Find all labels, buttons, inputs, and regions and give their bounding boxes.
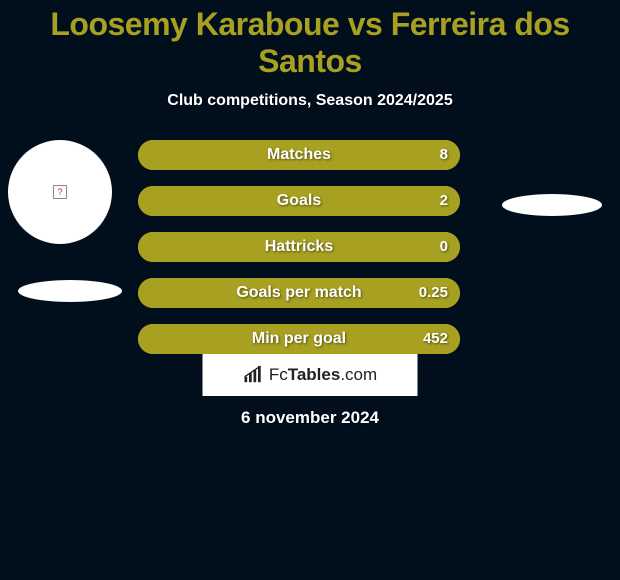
- player-left-avatar: ?: [8, 140, 112, 244]
- logo-tables: Tables: [288, 365, 341, 384]
- stat-row: Hattricks0: [138, 232, 460, 262]
- image-placeholder-icon: ?: [53, 185, 67, 199]
- stat-value-right: 8: [440, 140, 448, 170]
- stat-row: Goals2: [138, 186, 460, 216]
- stat-value-right: 0.25: [419, 278, 448, 308]
- stat-row: Goals per match0.25: [138, 278, 460, 308]
- subtitle: Club competitions, Season 2024/2025: [0, 92, 620, 110]
- player-left-shadow: [18, 280, 122, 302]
- brand-logo: FcTables.com: [203, 354, 418, 396]
- stat-bars: Matches8Goals2Hattricks0Goals per match0…: [138, 140, 460, 370]
- stat-label: Min per goal: [138, 324, 460, 354]
- player-right-shadow: [502, 194, 602, 216]
- logo-suffix: .com: [340, 365, 377, 384]
- logo-fc: Fc: [269, 365, 288, 384]
- date-label: 6 november 2024: [0, 408, 620, 428]
- stat-row: Matches8: [138, 140, 460, 170]
- stat-value-right: 452: [423, 324, 448, 354]
- bar-chart-icon: [243, 366, 265, 384]
- stat-label: Matches: [138, 140, 460, 170]
- stat-label: Hattricks: [138, 232, 460, 262]
- stat-label: Goals per match: [138, 278, 460, 308]
- stat-label: Goals: [138, 186, 460, 216]
- page-title: Loosemy Karaboue vs Ferreira dos Santos: [0, 0, 620, 80]
- stat-value-right: 0: [440, 232, 448, 262]
- stat-value-right: 2: [440, 186, 448, 216]
- stat-row: Min per goal452: [138, 324, 460, 354]
